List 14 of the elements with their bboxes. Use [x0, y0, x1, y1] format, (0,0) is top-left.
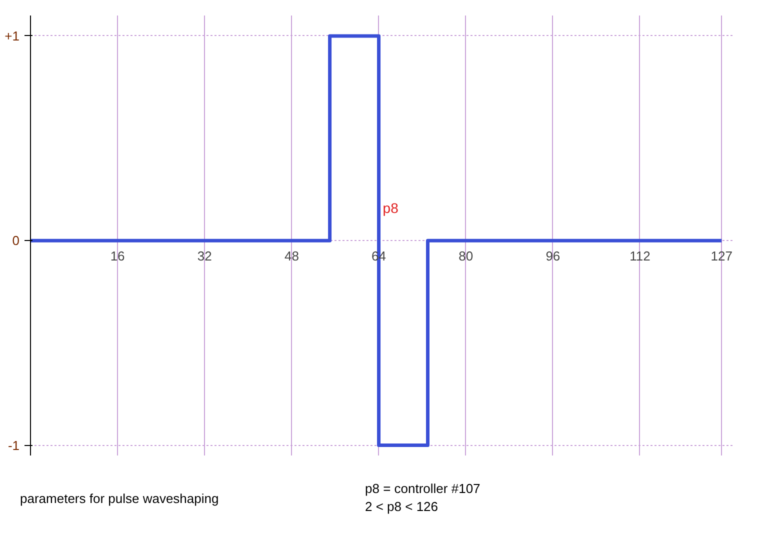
y-tick-label: -1	[8, 438, 20, 453]
y-tick-label: 0	[12, 233, 20, 248]
x-tick-label: 48	[284, 248, 299, 264]
annotation: p8	[382, 200, 399, 216]
text: p8 = controller #107	[365, 481, 480, 496]
x-tick-label: 96	[546, 248, 560, 264]
x-tick-label: 127	[710, 248, 732, 264]
text: parameters for pulse waveshaping	[19, 490, 219, 508]
y-tick-label: +1	[4, 28, 20, 44]
x-tick-label: 32	[197, 248, 212, 264]
text: 2 < p8 < 126	[365, 499, 438, 514]
x-tick-label: 80	[458, 248, 474, 264]
x-tick-label: 112	[630, 248, 650, 264]
x-tick-label: 16	[110, 248, 125, 264]
